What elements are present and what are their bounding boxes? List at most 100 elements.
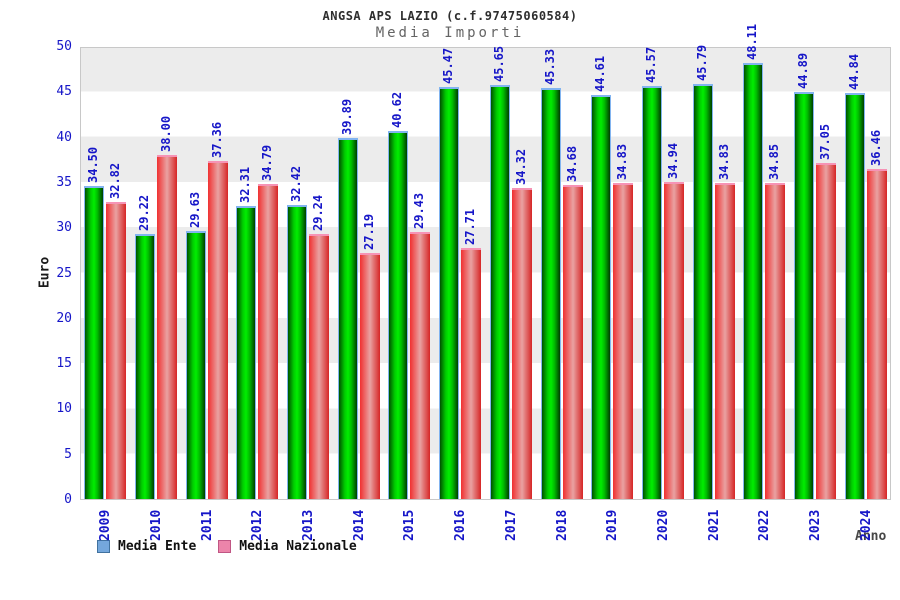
y-tick-label: 15 (56, 356, 72, 372)
legend-swatch-media-ente (97, 540, 110, 553)
bar-media-ente (185, 230, 206, 499)
x-tick-label: 2011 (199, 509, 215, 541)
bar-media-nazionale (359, 252, 380, 499)
bar-value-label: 34.79 (260, 144, 275, 181)
bar-value-label: 32.31 (238, 167, 253, 204)
bar-media-ente (844, 92, 865, 499)
x-tick-label: 2015 (402, 509, 418, 541)
bar-value-label: 27.19 (361, 213, 376, 250)
bar-media-ente (287, 205, 308, 499)
y-tick-label: 30 (56, 220, 72, 236)
bar-value-label: 45.79 (694, 45, 709, 82)
x-tick-label: 2013 (301, 509, 317, 541)
y-tick-label: 5 (64, 446, 72, 462)
bar-value-label: 37.05 (817, 124, 832, 161)
bar-value-label: 29.22 (137, 195, 152, 232)
bar-media-ente (489, 85, 510, 499)
bar-value-label: 44.61 (593, 55, 608, 92)
x-tick-label: 2018 (554, 509, 570, 541)
chart-title: ANGSA APS LAZIO (c.f.97475060584) (322, 9, 578, 23)
y-tick-label: 50 (56, 39, 72, 54)
bar-media-nazionale (866, 168, 887, 499)
bar-value-label: 38.00 (159, 115, 174, 152)
bar-value-label: 34.94 (665, 143, 680, 180)
x-tick-label: 2024 (858, 509, 874, 541)
bar-value-label: 29.24 (311, 194, 326, 232)
bar-media-nazionale (613, 183, 634, 499)
bar-media-nazionale (663, 182, 684, 499)
x-tick-label: 2009 (98, 509, 114, 541)
bar-media-nazionale (106, 201, 127, 499)
bar-media-ente (641, 86, 662, 499)
bar-media-ente (135, 234, 156, 499)
bar-media-ente (337, 137, 358, 499)
legend-swatch-media-nazionale (218, 540, 232, 553)
chart-legend: Media Ente Media Nazionale (97, 539, 379, 554)
y-tick-label: 0 (64, 492, 72, 507)
bar-value-label: 37.36 (209, 121, 224, 158)
y-tick-label: 25 (56, 265, 72, 281)
y-tick-label: 45 (56, 84, 72, 100)
y-tick-label: 20 (56, 310, 72, 326)
bar-value-label: 44.89 (795, 53, 810, 90)
x-tick-label: 2023 (807, 509, 823, 541)
bar-value-label: 27.71 (463, 208, 478, 245)
bar-media-nazionale (410, 232, 431, 499)
bar-media-nazionale (714, 183, 735, 499)
bar-media-nazionale (309, 234, 330, 499)
bar-value-label: 45.47 (441, 47, 456, 85)
bar-media-nazionale (258, 183, 279, 499)
bar-media-nazionale (765, 183, 786, 499)
bar-media-ente (84, 186, 105, 499)
y-tick-label: 40 (56, 129, 72, 145)
bar-value-label: 48.11 (745, 23, 760, 61)
bar-media-ente (793, 92, 814, 499)
bar-media-ente (439, 87, 460, 499)
bar-value-label: 39.89 (339, 98, 354, 135)
x-axis-label: Anno (855, 529, 887, 544)
bar-media-nazionale (815, 163, 836, 499)
bar-value-label: 45.65 (491, 46, 506, 83)
bar-value-label: 29.63 (187, 191, 202, 228)
x-tick-label: 2019 (605, 509, 621, 541)
bar-media-ente (743, 63, 764, 499)
bar-media-nazionale (207, 160, 228, 499)
bar-value-label: 34.83 (615, 144, 630, 181)
x-tick-label: 2020 (655, 509, 671, 541)
bar-media-nazionale (461, 247, 482, 499)
bar-value-label: 29.43 (412, 193, 427, 230)
bar-value-label: 32.82 (108, 162, 123, 199)
y-tick-label: 35 (56, 174, 72, 190)
x-tick-label: 2010 (149, 509, 165, 541)
bar-value-label: 40.62 (390, 91, 405, 128)
bar-value-label: 34.85 (767, 144, 782, 181)
bar-value-label: 45.57 (643, 47, 658, 84)
bar-value-label: 34.68 (564, 145, 579, 182)
x-tick-label: 2012 (250, 509, 266, 541)
bar-media-ente (540, 88, 561, 499)
bar-value-label: 44.84 (846, 53, 861, 90)
x-tick-label: 2016 (453, 509, 469, 541)
bar-media-ente (388, 130, 409, 499)
bar-media-nazionale (157, 154, 178, 499)
bar-value-label: 34.83 (716, 144, 731, 181)
x-tick-label: 2021 (706, 509, 722, 541)
bar-value-label: 45.33 (542, 49, 557, 86)
x-tick-label: 2022 (757, 509, 773, 541)
bar-media-ente (591, 94, 612, 499)
bar-media-nazionale (511, 188, 532, 499)
x-tick-label: 2017 (503, 509, 519, 541)
chart-subtitle: Media Importi (375, 25, 525, 41)
legend-label-media-nazionale: Media Nazionale (239, 539, 357, 554)
bar-media-ente (692, 84, 713, 499)
legend-label-media-ente: Media Ente (118, 539, 197, 554)
bar-value-label: 34.32 (513, 148, 528, 186)
bar-value-label: 34.50 (86, 147, 101, 184)
bar-media-ente (236, 206, 257, 499)
bar-value-label: 32.42 (289, 166, 304, 203)
y-tick-label: 10 (56, 401, 72, 417)
bar-media-nazionale (562, 184, 583, 499)
bar-value-label: 36.46 (868, 129, 883, 166)
x-tick-label: 2014 (351, 509, 367, 541)
